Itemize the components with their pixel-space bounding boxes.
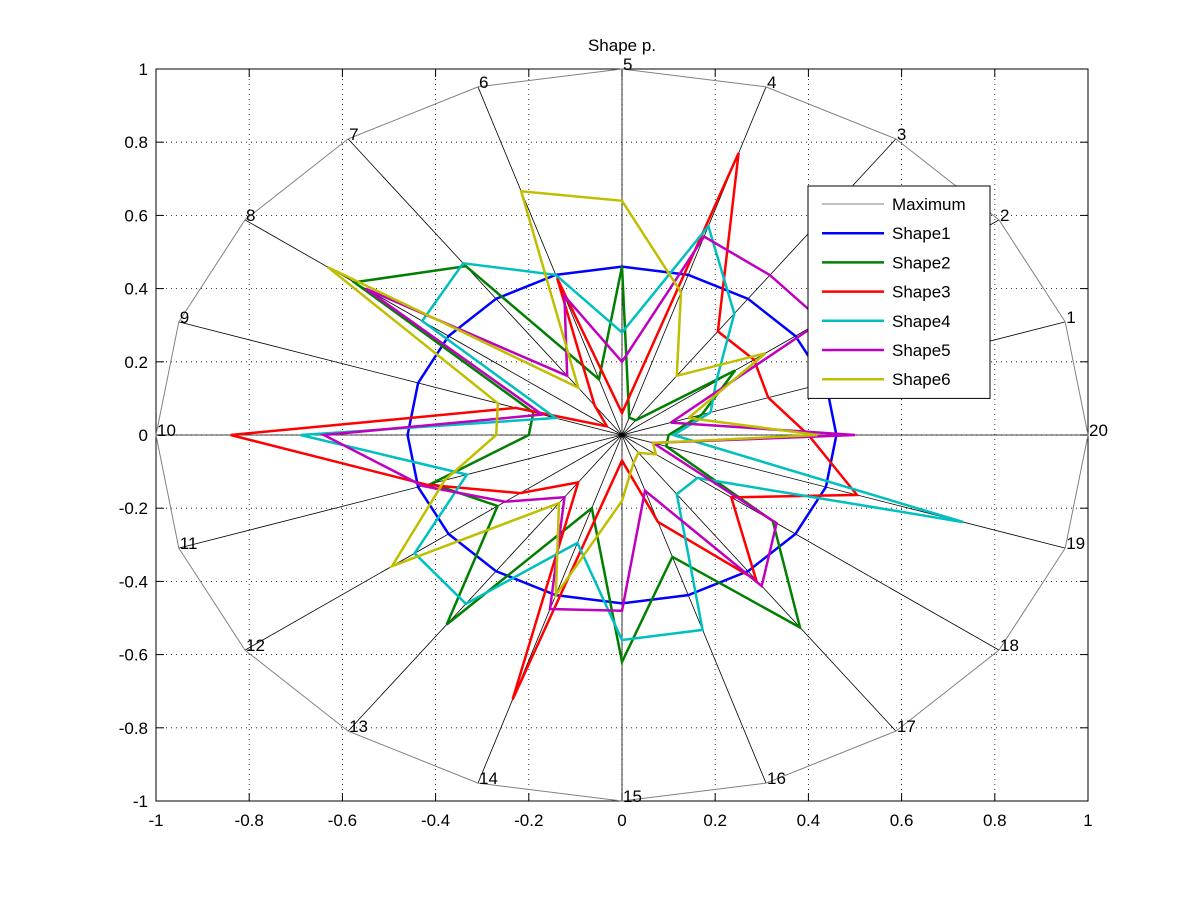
spoke-label: 6 bbox=[479, 73, 488, 92]
x-tick-label: 0.4 bbox=[797, 811, 821, 830]
x-tick-label: -1 bbox=[148, 811, 163, 830]
spoke-label: 19 bbox=[1066, 534, 1085, 553]
spoke-line bbox=[621, 434, 1066, 549]
legend-label: Shape6 bbox=[892, 370, 951, 389]
legend: Maximum Shape1 Shape2 Shape3 Shape4 Shape5 Sha… bbox=[807, 185, 991, 399]
spoke-line bbox=[244, 434, 623, 651]
spoke-line bbox=[178, 321, 623, 436]
series-shape3 bbox=[230, 152, 860, 701]
legend-label: Maximum bbox=[892, 195, 966, 214]
spoke-label: 20 bbox=[1089, 421, 1108, 440]
y-tick-label: -1 bbox=[133, 792, 148, 811]
spoke-label: 4 bbox=[767, 73, 776, 92]
y-tick-label: 0.4 bbox=[124, 280, 148, 299]
y-tick-label: 0 bbox=[139, 426, 148, 445]
y-tick-label: 0.2 bbox=[124, 353, 148, 372]
y-tick-label: -0.8 bbox=[119, 719, 148, 738]
data-series bbox=[155, 68, 1089, 802]
series-shape6 bbox=[327, 189, 818, 600]
y-tick-label: -0.6 bbox=[119, 646, 148, 665]
spoke-label: 11 bbox=[180, 534, 198, 553]
chart-title: Shape p. bbox=[588, 36, 656, 55]
spoke-label: 10 bbox=[157, 421, 176, 440]
legend-label: Shape2 bbox=[892, 253, 951, 272]
spoke-label: 13 bbox=[349, 717, 368, 736]
series-shape2 bbox=[351, 264, 802, 666]
x-tick-label: -0.4 bbox=[421, 811, 450, 830]
legend-label: Shape3 bbox=[892, 283, 951, 302]
x-tick-label: -0.6 bbox=[328, 811, 357, 830]
spoke-line bbox=[621, 86, 767, 436]
spoke-line bbox=[621, 434, 1000, 651]
y-tick-label: 1 bbox=[139, 60, 148, 79]
x-tick-label: 0 bbox=[617, 811, 626, 830]
spoke-label: 18 bbox=[1000, 636, 1019, 655]
y-tick-label: 0.8 bbox=[124, 133, 148, 152]
y-tick-label: -0.2 bbox=[119, 499, 148, 518]
x-tick-label: 0.2 bbox=[703, 811, 727, 830]
spoke-line bbox=[178, 434, 623, 549]
x-tick-label: -0.8 bbox=[235, 811, 264, 830]
spoke-line bbox=[244, 219, 623, 436]
spoke-label: 9 bbox=[180, 308, 189, 327]
x-tick-label: -0.2 bbox=[514, 811, 543, 830]
spoke-label: 8 bbox=[246, 206, 255, 225]
spoke-label: 7 bbox=[349, 125, 358, 144]
series-maximum bbox=[155, 68, 1089, 802]
x-tick-label: 1 bbox=[1083, 811, 1092, 830]
spoke-label: 3 bbox=[897, 125, 906, 144]
axis-ticks: -1 -0.8 -0.6 -0.4 -0.2 0 0.2 0.4 0.6 0.8 1 -1 -0.8 -0… bbox=[119, 60, 1093, 830]
series-shape5 bbox=[319, 234, 856, 612]
spoke-label: 16 bbox=[767, 769, 786, 788]
spoke-label: 1 bbox=[1066, 308, 1075, 327]
legend-label: Shape4 bbox=[892, 312, 951, 331]
x-tick-label: 0.8 bbox=[983, 811, 1007, 830]
series-shape4 bbox=[300, 223, 964, 642]
x-tick-label: 0.6 bbox=[890, 811, 914, 830]
y-tick-label: -0.4 bbox=[119, 572, 148, 591]
y-tick-label: 0.6 bbox=[124, 206, 148, 225]
spoke-label: 17 bbox=[897, 717, 916, 736]
spoke-label: 14 bbox=[479, 769, 498, 788]
spoke-label: 15 bbox=[623, 787, 642, 806]
spoke-label: 12 bbox=[246, 636, 265, 655]
legend-label: Shape1 bbox=[892, 224, 951, 243]
spoke-label: 2 bbox=[1000, 206, 1009, 225]
legend-label: Shape5 bbox=[892, 341, 951, 360]
spoke-label: 5 bbox=[623, 55, 632, 74]
